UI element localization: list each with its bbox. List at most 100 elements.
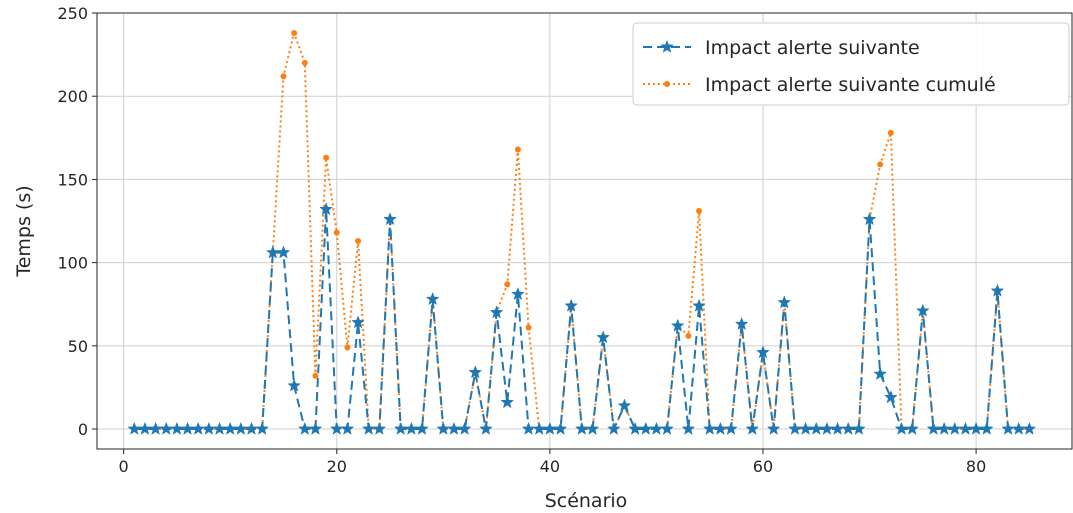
data-point (883, 390, 898, 404)
y-tick-label: 50 (68, 337, 88, 356)
data-point (841, 421, 856, 435)
data-point (415, 421, 429, 435)
data-point (457, 421, 472, 435)
data-point (291, 29, 298, 36)
data-point (393, 421, 408, 435)
data-point (1001, 421, 1015, 435)
data-point (873, 366, 888, 380)
data-point (894, 421, 909, 435)
data-point (511, 287, 525, 301)
data-point (312, 372, 319, 379)
data-point (287, 378, 301, 392)
data-point (990, 283, 1005, 297)
data-point (383, 212, 397, 226)
data-point (628, 421, 642, 435)
x-tick-label: 20 (327, 457, 347, 476)
data-point (479, 421, 493, 435)
data-point (323, 154, 330, 161)
data-point (681, 421, 696, 435)
data-point (809, 421, 824, 435)
data-point (319, 202, 333, 216)
data-point (138, 421, 152, 435)
data-point (713, 421, 728, 435)
data-point (127, 421, 142, 435)
data-point (1022, 421, 1037, 435)
axis-ticks: 0 20 40 60 80 0 50 100 150 200 250 (57, 4, 986, 476)
y-tick-label: 250 (57, 4, 88, 23)
data-point (877, 161, 884, 168)
data-point (1011, 421, 1026, 435)
data-point (489, 305, 504, 319)
data-point (148, 421, 163, 435)
data-point (660, 421, 674, 435)
data-point (788, 421, 802, 435)
data-point (170, 421, 184, 435)
data-point (500, 395, 515, 409)
data-point (333, 229, 340, 236)
data-point (745, 421, 760, 435)
data-point (670, 318, 685, 332)
legend-label: Impact alerte suivante cumulé (705, 74, 996, 96)
data-point (233, 421, 248, 435)
data-point (702, 421, 717, 435)
x-axis-label: Scénario (545, 490, 628, 512)
data-point (638, 421, 653, 435)
data-point (979, 421, 994, 435)
data-point (212, 421, 227, 435)
series-1 (127, 202, 1037, 435)
data-point (351, 315, 365, 329)
y-axis-label: Temps (s) (13, 185, 35, 277)
data-point (504, 281, 511, 288)
data-point (734, 316, 749, 331)
y-tick-label: 200 (57, 87, 88, 106)
legend-label: Impact alerte suivante (705, 37, 920, 59)
data-point (692, 298, 706, 312)
x-tick-label: 0 (119, 457, 129, 476)
data-point (606, 421, 621, 435)
data-point (361, 421, 376, 435)
data-point (766, 421, 781, 435)
data-point (276, 245, 291, 259)
data-point (756, 345, 770, 359)
series-layer (127, 29, 1037, 435)
data-point (447, 421, 461, 435)
plot-border (96, 12, 1073, 450)
data-point (280, 73, 287, 80)
data-point (798, 421, 813, 435)
y-tick-label: 100 (57, 254, 88, 273)
x-tick-label: 40 (540, 457, 560, 476)
data-point (852, 421, 866, 435)
data-point (696, 208, 703, 215)
data-point (862, 212, 877, 226)
data-point (926, 421, 941, 435)
data-point (564, 298, 579, 312)
data-point (344, 344, 351, 351)
data-point (255, 421, 270, 435)
data-point (372, 421, 387, 435)
data-point (777, 295, 792, 309)
data-point (436, 421, 451, 435)
data-point (340, 421, 355, 435)
data-point (468, 365, 483, 379)
data-point (532, 421, 547, 435)
x-tick-label: 60 (753, 457, 773, 476)
data-point (308, 421, 323, 435)
data-point (223, 421, 238, 435)
data-point (244, 421, 259, 435)
data-point (596, 330, 611, 344)
data-point (553, 421, 568, 435)
legend: Impact alerte suivante Impact alerte suiv… (632, 22, 1070, 106)
data-point (915, 303, 930, 317)
data-point (617, 398, 632, 412)
data-point (301, 59, 308, 66)
data-point (574, 421, 589, 435)
data-point (425, 292, 440, 306)
data-point (830, 421, 845, 435)
data-point (297, 421, 312, 435)
legend-marker (660, 39, 674, 53)
legend-marker (664, 81, 670, 87)
y-tick-label: 150 (57, 170, 88, 189)
x-tick-label: 80 (966, 457, 986, 476)
